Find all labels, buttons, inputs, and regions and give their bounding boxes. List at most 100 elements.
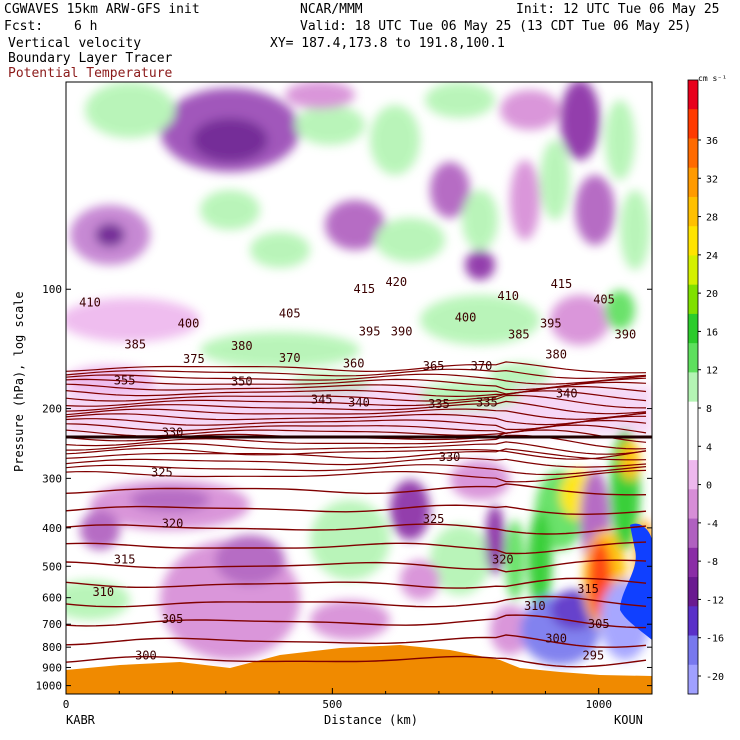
theta-label: 300 [135, 649, 157, 663]
theta-label: 415 [353, 282, 375, 296]
theta-contour [66, 400, 647, 415]
colorbar-swatch [688, 635, 698, 666]
colorbar-swatch [688, 460, 698, 490]
velocity-field: 410 400 405 415 420 410 415 405 385 380 395 390 400 3… [66, 82, 652, 694]
colorbar-label: -16 [706, 634, 724, 645]
theta-label: 370 [279, 351, 301, 365]
theta-label: 380 [231, 339, 253, 353]
colorbar-label: 4 [706, 442, 712, 453]
colorbar-swatch [688, 547, 698, 578]
x-right-station: KOUN [614, 713, 643, 727]
y-axis-label: Pressure (hPa), log scale [12, 291, 26, 472]
colorbar-label: -20 [706, 672, 724, 683]
colorbar-label: -8 [706, 557, 718, 568]
theta-label: 315 [577, 582, 599, 596]
theta-label: 295 [583, 649, 605, 663]
theta-label: 320 [162, 517, 184, 531]
theta-labels: 410 400 405 415 420 410 415 405 385 380 395 390 400 3… [79, 275, 637, 663]
theta-contour [66, 447, 647, 460]
theta-label: 385 [124, 338, 146, 352]
theta-label: 370 [471, 359, 493, 373]
theta-contour [66, 457, 647, 468]
theta-contour [66, 448, 647, 461]
model-title: CGWAVES 15km ARW-GFS init [4, 2, 200, 17]
theta-label: 400 [455, 311, 477, 325]
theta-contour [66, 559, 647, 573]
theta-contour [66, 523, 647, 535]
theta-label: 365 [423, 359, 445, 373]
theta-label: 410 [497, 289, 519, 303]
colorbar-label: 16 [706, 327, 718, 338]
theta-label: 420 [385, 275, 407, 289]
y-tick-label: 900 [42, 661, 62, 674]
colorbar-swatch [688, 430, 698, 461]
colorbar-label: 20 [706, 289, 718, 300]
x-axis-label: Distance (km) [324, 713, 418, 727]
colorbar-swatch [688, 167, 698, 198]
theta-label: 330 [439, 450, 461, 464]
theta-contour [66, 504, 647, 516]
theta-label: 330 [162, 426, 184, 440]
colorbar-label: 8 [706, 404, 712, 415]
theta-label: 325 [151, 466, 173, 480]
theta-label: 385 [508, 327, 530, 341]
theta-label: 305 [588, 617, 610, 631]
colorbar-swatch [688, 313, 698, 344]
colorbar-swatch [688, 606, 698, 637]
colorbar-swatch [688, 664, 698, 695]
colorbar-swatch [688, 80, 698, 110]
theta-label: 345 [311, 393, 333, 407]
x-tick-label: 500 [322, 698, 342, 711]
theta-label: 390 [615, 327, 637, 341]
theta-label: 300 [545, 631, 567, 645]
theta-contour [66, 373, 647, 385]
theta-label: 310 [524, 599, 546, 613]
colorbar-units: cm s⁻¹ [698, 74, 727, 83]
theta-contour [66, 408, 647, 420]
y-tick-label: 800 [42, 641, 62, 654]
colorbar-label: 36 [706, 136, 718, 147]
theta-label: 395 [540, 316, 562, 330]
colorbar-frame [687, 79, 699, 695]
theta-contour [66, 483, 647, 496]
colorbar-label: 0 [706, 481, 712, 492]
theta-label: 400 [178, 316, 200, 330]
colorbar-swatch [688, 489, 698, 520]
theta-label: 390 [391, 325, 413, 339]
terrain [66, 645, 652, 694]
theta-label: 335 [476, 395, 498, 409]
y-tick-label: 100 [42, 283, 62, 296]
org-label: NCAR/MMM [300, 2, 363, 17]
theta-label: 405 [279, 306, 301, 320]
theta-contour [66, 595, 647, 608]
colorbar-label: 32 [706, 174, 718, 185]
colorbar-swatch [688, 138, 698, 169]
theta-label: 340 [556, 386, 578, 400]
theta-contour [66, 464, 647, 476]
theta-label: 355 [114, 374, 136, 388]
theta-label: 405 [593, 292, 615, 306]
theta-label: 340 [348, 395, 370, 409]
theta-contour [66, 655, 647, 668]
colorbar-swatch [688, 401, 698, 432]
colorbar-label: 28 [706, 213, 718, 224]
theta-label: 360 [343, 357, 365, 371]
x-tick-label: 1000 [585, 698, 612, 711]
theta-label: 410 [79, 295, 101, 309]
colorbar-swatch [688, 372, 698, 403]
theta-label: 380 [545, 347, 567, 361]
y-tick-label: 400 [42, 522, 62, 535]
theta-contour [66, 634, 647, 648]
field2-label: Boundary Layer Tracer [8, 51, 173, 66]
theta-contour [66, 412, 647, 426]
colorbar-label: 12 [706, 366, 718, 377]
theta-contours [66, 361, 652, 668]
theta-contour [66, 469, 647, 483]
colorbar-swatch [688, 109, 698, 139]
fcst-label: Fcst: [4, 19, 44, 34]
y-tick-label: 200 [42, 403, 62, 416]
x-tick-label: 0 [63, 698, 70, 711]
theta-label: 315 [114, 552, 136, 566]
